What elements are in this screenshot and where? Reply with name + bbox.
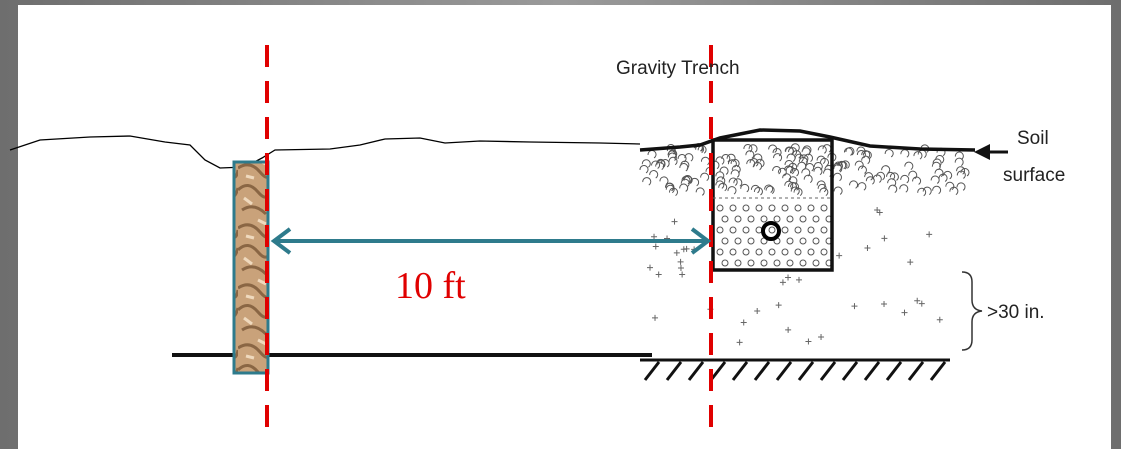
soil-label: surface <box>1003 165 1065 186</box>
diagram: Gravity Trench Soil surface 10 ft >30 in… <box>0 0 1121 449</box>
trench-label: Gravity Trench <box>616 58 740 79</box>
distance-label: 10 ft <box>395 265 466 307</box>
panel <box>18 5 1111 449</box>
wall <box>234 162 268 373</box>
depth-label: >30 in. <box>987 302 1045 323</box>
soil-label: Soil <box>1017 128 1049 149</box>
page: Gravity Trench Soil surface 10 ft >30 in… <box>0 0 1121 449</box>
